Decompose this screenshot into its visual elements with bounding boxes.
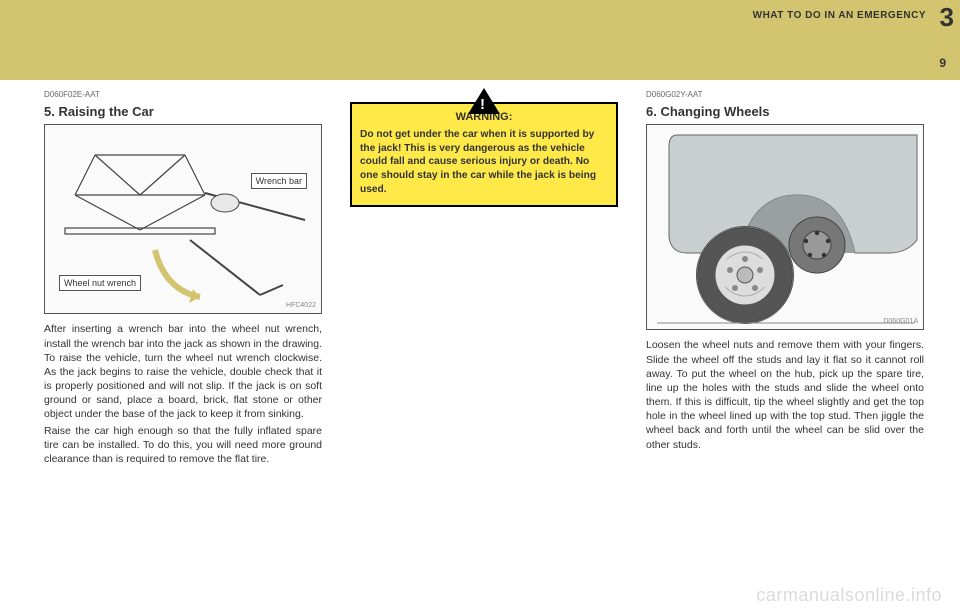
warning-box: WARNING: Do not get under the car when i… — [350, 102, 618, 207]
body-paragraph-1: After inserting a wrench bar into the wh… — [44, 322, 322, 421]
section-title: 5. Raising the Car — [44, 103, 322, 121]
figure-changing-wheels: D060G01A — [646, 124, 924, 330]
chapter-number: 3 — [940, 2, 954, 33]
body-paragraph-2: Raise the car high enough so that the fu… — [44, 424, 322, 467]
section-code: D060F02E-AAT — [44, 90, 322, 101]
content-columns: D060F02E-AAT 5. Raising the Car — [44, 90, 924, 466]
page-number: 9 — [939, 56, 946, 70]
column-2: WARNING: Do not get under the car when i… — [350, 90, 618, 466]
section-label: WHAT TO DO IN AN EMERGENCY — [753, 10, 926, 21]
column-3: D060G02Y-AAT 6. Changing Wheels — [646, 90, 924, 466]
section-code: D060G02Y-AAT — [646, 90, 924, 101]
body-paragraph: Loosen the wheel nuts and remove them wi… — [646, 338, 924, 451]
figure-code: HFC4022 — [286, 301, 316, 310]
warning-text: Do not get under the car when it is supp… — [360, 128, 608, 197]
section-title: 6. Changing Wheels — [646, 103, 924, 121]
column-1: D060F02E-AAT 5. Raising the Car — [44, 90, 322, 466]
figure-label-wrench-bar: Wrench bar — [251, 173, 307, 189]
watermark: carmanualsonline.info — [756, 585, 942, 606]
figure-raising-car: Wrench bar Wheel nut wrench HFC4022 — [44, 124, 322, 314]
wheel-illustration — [647, 125, 925, 331]
figure-label-wheel-nut-wrench: Wheel nut wrench — [59, 275, 141, 291]
figure-code: D060G01A — [883, 317, 918, 326]
warning-triangle-icon — [468, 88, 500, 114]
